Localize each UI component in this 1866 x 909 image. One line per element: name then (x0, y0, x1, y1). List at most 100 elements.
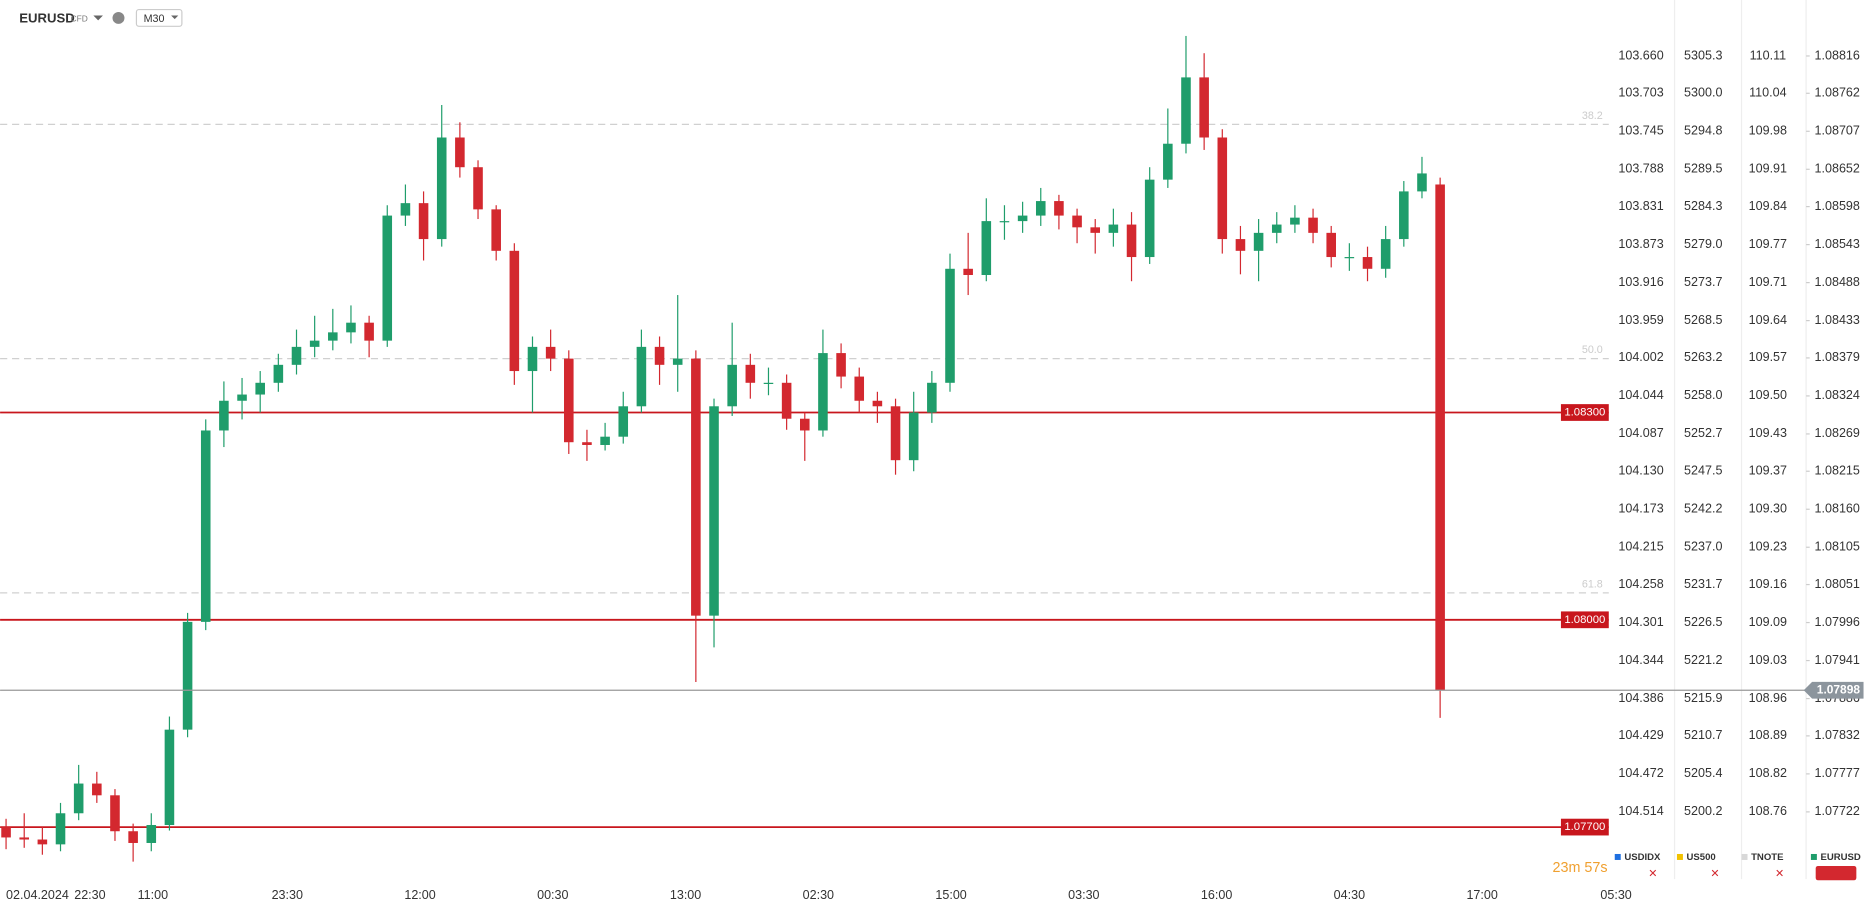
interval[interactable]: M30 (144, 13, 165, 25)
legend-control[interactable] (1815, 865, 1857, 881)
candle-body (1344, 257, 1355, 259)
scale-label: 5300.0 (1684, 86, 1722, 100)
legend-control[interactable]: ✕ (1775, 868, 1784, 880)
candle-body (55, 813, 66, 845)
x-tick-label: 16:00 (1201, 888, 1232, 902)
candle-body (1126, 224, 1137, 258)
candle-body (382, 215, 393, 341)
candle-body (745, 364, 756, 383)
candle-body (890, 406, 901, 461)
candle-body (473, 167, 483, 210)
candle-body (1108, 224, 1119, 233)
interval-box[interactable] (135, 8, 183, 27)
y-tick-label: 1.07941 (1815, 653, 1860, 667)
scale-label: 109.77 (1749, 237, 1787, 251)
legend-label: EURUSD (1820, 852, 1860, 863)
scale-label: 103.916 (1618, 275, 1663, 289)
y-tick-label: 1.08433 (1815, 313, 1860, 327)
scale-label: 104.472 (1618, 766, 1663, 780)
scale-label: 5279.0 (1684, 237, 1722, 251)
scale-label: 109.37 (1749, 464, 1787, 478)
scale-label: 103.831 (1618, 199, 1663, 213)
y-tick-label: 1.08215 (1815, 464, 1860, 478)
candle-body (1362, 257, 1373, 269)
legend-control[interactable]: ✕ (1648, 868, 1657, 880)
level-tag (1560, 404, 1609, 421)
y-tick-label: 1.08379 (1815, 350, 1860, 364)
y-tick-label: 1.07722 (1815, 804, 1860, 818)
level-label: 1.08300 (1564, 407, 1605, 419)
badge: CFD (71, 13, 88, 23)
candle-body (799, 418, 810, 431)
candle-body (418, 203, 429, 240)
candle-body (1326, 232, 1336, 258)
info-icon[interactable] (112, 11, 125, 24)
fib-label: 38.2 (1582, 110, 1603, 122)
y-tick-label: 1.08543 (1815, 237, 1860, 251)
x-tick-label: 22:30 (74, 888, 105, 902)
scale-label: 104.301 (1618, 615, 1663, 629)
candle-body (1181, 77, 1191, 144)
candle-body (200, 430, 211, 622)
candle-body (309, 340, 320, 347)
legend-swatch (1614, 853, 1621, 860)
candle-body (1380, 239, 1391, 269)
timer: 23m 57s (1553, 860, 1608, 876)
candle-body (781, 382, 792, 419)
scale-label: 104.087 (1618, 426, 1663, 440)
candle-body (1435, 184, 1445, 691)
candle-body (872, 400, 883, 407)
scale-label: 5215.9 (1684, 691, 1722, 705)
candle-body (1199, 77, 1209, 138)
candle-body (1253, 232, 1264, 251)
x-tick-label: 04:30 (1334, 888, 1365, 902)
scale-label: 5210.7 (1684, 728, 1722, 742)
scale-label: 5289.5 (1684, 162, 1722, 176)
dropdown-icon[interactable] (171, 15, 179, 20)
candle-body (128, 831, 138, 843)
legend-swatch (1810, 853, 1817, 860)
dropdown-icon[interactable] (93, 15, 103, 21)
scale-label: 5247.5 (1684, 464, 1722, 478)
scale-label: 109.84 (1749, 199, 1787, 213)
candle-body (400, 203, 411, 216)
candle-body (1308, 217, 1318, 233)
scale-label: 103.959 (1618, 313, 1663, 327)
scale-label: 109.09 (1749, 615, 1787, 629)
candle-body (908, 412, 919, 461)
candle-body (636, 346, 647, 407)
legend-control[interactable]: ✕ (1710, 868, 1719, 880)
y-tick-label: 1.08488 (1815, 275, 1860, 289)
candle-body (582, 442, 592, 445)
candle-body (37, 839, 48, 845)
scale-label: 108.76 (1749, 804, 1787, 818)
candle-body (1417, 173, 1427, 192)
level-tag (1560, 611, 1609, 629)
scale-label: 109.91 (1749, 162, 1787, 176)
candle-body (999, 221, 1010, 223)
candle-body (1399, 191, 1409, 240)
candle-body (436, 137, 447, 240)
scale-label: 108.89 (1749, 728, 1787, 742)
y-tick-label: 1.08652 (1815, 162, 1860, 176)
scale-label: 109.16 (1749, 577, 1787, 591)
scale-label: 5263.2 (1684, 350, 1722, 364)
candle-body (1, 827, 11, 838)
legend-label: USDIDX (1624, 852, 1661, 863)
scale-label: 104.344 (1618, 653, 1663, 667)
candle-body (455, 137, 465, 168)
scale-label: 5252.7 (1684, 426, 1722, 440)
fib-label: 50.0 (1582, 344, 1603, 356)
scale-label: 103.788 (1618, 162, 1663, 176)
y-tick-label: 1.08324 (1815, 388, 1860, 402)
candle-body (963, 268, 973, 276)
scale-label: 5205.4 (1684, 766, 1722, 780)
scale-label: 108.96 (1749, 691, 1787, 705)
scale-label: 5258.0 (1684, 388, 1722, 402)
x-tick-label: 23:30 (272, 888, 303, 902)
y-tick-label: 1.08707 (1815, 124, 1860, 138)
candle-body (237, 394, 247, 401)
symbol[interactable]: EURUSD (19, 11, 75, 26)
